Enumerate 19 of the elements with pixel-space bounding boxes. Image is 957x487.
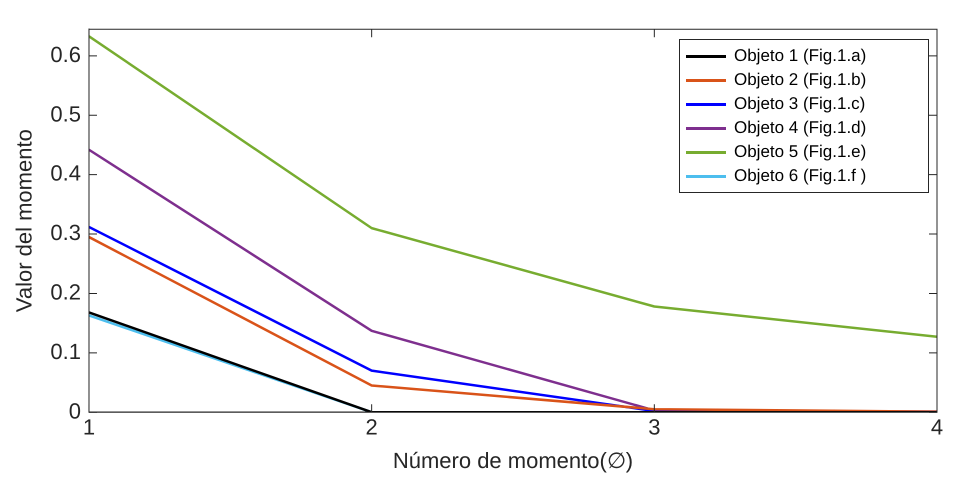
y-tick-label: 0.6 bbox=[50, 42, 81, 67]
y-tick-label: 0.5 bbox=[50, 101, 81, 126]
y-tick-label: 0 bbox=[68, 398, 81, 424]
y-tick-label: 0.1 bbox=[50, 338, 81, 364]
y-tick-label: 0.3 bbox=[50, 220, 81, 246]
x-tick-label: 1 bbox=[82, 414, 96, 440]
x-tick-label: 3 bbox=[648, 414, 660, 440]
x-axis-title: Número de momento(∅) bbox=[392, 448, 634, 473]
legend-label: Objeto 2 (Fig.1.b) bbox=[734, 70, 866, 90]
x-tick-label: 4 bbox=[930, 414, 944, 440]
legend-label: Objeto 4 (Fig.1.d) bbox=[734, 118, 866, 138]
legend-label: Objeto 3 (Fig.1.c) bbox=[734, 94, 866, 114]
x-tick-label: 2 bbox=[366, 414, 378, 440]
y-axis-title: Valor del momento bbox=[11, 129, 36, 312]
y-tick-label: 0.2 bbox=[50, 280, 81, 305]
legend-label: Objeto 1 (Fig.1.a) bbox=[734, 46, 866, 66]
legend-label: Objeto 6 (Fig.1.f ) bbox=[734, 166, 866, 186]
legend-label: Objeto 5 (Fig.1.e) bbox=[734, 142, 866, 162]
y-tick-label: 0.4 bbox=[50, 160, 81, 186]
